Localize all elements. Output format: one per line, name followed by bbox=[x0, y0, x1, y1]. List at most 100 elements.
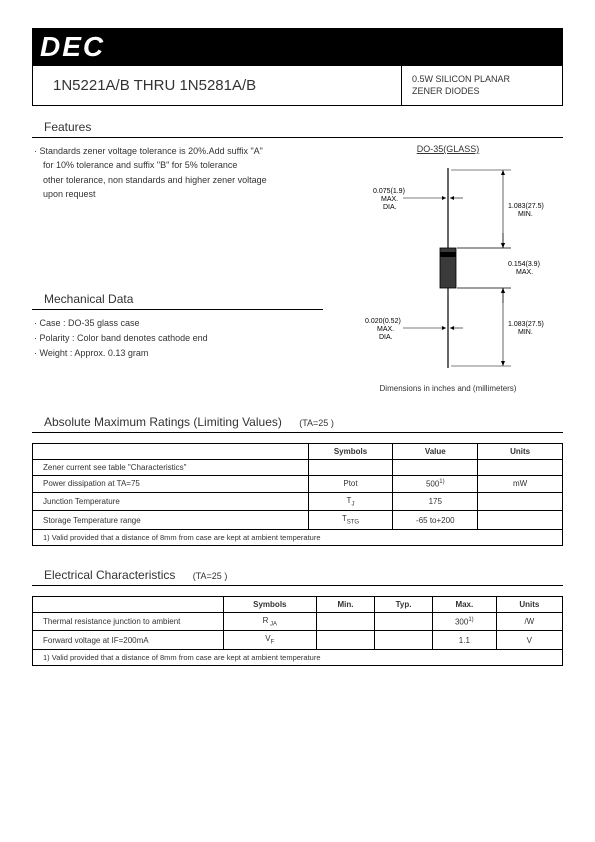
table-header-row: Symbols Min. Typ. Max. Units bbox=[33, 596, 563, 612]
col-param bbox=[33, 596, 224, 612]
dim-label: MAX. bbox=[377, 326, 394, 333]
cell-val: 500 bbox=[426, 480, 439, 489]
mech-text: Weight : Approx. 0.13 gram bbox=[40, 348, 149, 358]
footnote-cell: 1) Valid provided that a distance of 8mm… bbox=[33, 650, 563, 666]
do35-diagram: 0.075(1.9) MAX. DIA. 1.083(27.5) MIN. 0.… bbox=[343, 158, 553, 378]
dim-label: 0.075(1.9) bbox=[373, 188, 405, 195]
cell bbox=[375, 631, 433, 650]
electrical-heading: Electrical Characteristics (TA=25 ) bbox=[32, 568, 563, 585]
electrical-title-text: Electrical Characteristics bbox=[44, 568, 175, 582]
dim-label: DIA. bbox=[383, 204, 397, 211]
cell: Forward voltage at IF=200mA bbox=[33, 631, 224, 650]
cell: V bbox=[496, 631, 562, 650]
cell bbox=[393, 460, 478, 476]
package-title: DO-35(GLASS) bbox=[333, 144, 563, 154]
mech-line: Polarity : Color band denotes cathode en… bbox=[34, 331, 323, 346]
feature-line: upon request bbox=[34, 187, 322, 201]
cell: -65 to+200 bbox=[393, 511, 478, 530]
logo: DEC bbox=[40, 31, 105, 63]
ratings-title-text: Absolute Maximum Ratings (Limiting Value… bbox=[44, 415, 282, 429]
dim-label: 0.020(0.52) bbox=[365, 318, 401, 325]
table-footnote: 1) Valid provided that a distance of 8mm… bbox=[33, 650, 563, 666]
col-min: Min. bbox=[316, 596, 374, 612]
feature-text: other tolerance, non standards and highe… bbox=[43, 175, 267, 185]
feature-line: other tolerance, non standards and highe… bbox=[34, 173, 322, 187]
header-bar: DEC bbox=[32, 28, 563, 66]
features-text: Standards zener voltage tolerance is 20%… bbox=[32, 138, 322, 202]
cell bbox=[375, 612, 433, 631]
cell-sup: 1) bbox=[468, 617, 473, 623]
table-row: Junction Temperature TJ 175 bbox=[33, 492, 563, 511]
cell bbox=[316, 612, 374, 631]
table-footnote: 1) Valid provided that a distance of 8mm… bbox=[33, 529, 563, 545]
mechanical-heading: Mechanical Data bbox=[32, 292, 323, 309]
dim-label: MIN. bbox=[518, 329, 533, 336]
electrical-table: Symbols Min. Typ. Max. Units Thermal res… bbox=[32, 596, 563, 666]
footnote-cell: 1) Valid provided that a distance of 8mm… bbox=[33, 529, 563, 545]
cell: Storage Temperature range bbox=[33, 511, 309, 530]
cell-sub: JA bbox=[268, 621, 277, 627]
col-symbols: Symbols bbox=[308, 444, 393, 460]
feature-text: for 10% tolerance and suffix "B" for 5% … bbox=[43, 160, 237, 170]
cell: Thermal resistance junction to ambient bbox=[33, 612, 224, 631]
diagram-caption: Dimensions in inches and (millimeters) bbox=[333, 384, 563, 393]
table-row: Power dissipation at TA=75 Ptot 5001) mW bbox=[33, 476, 563, 493]
cell: 5001) bbox=[393, 476, 478, 493]
feature-text: upon request bbox=[43, 189, 96, 199]
dim-label: MIN. bbox=[518, 211, 533, 218]
ratings-ta: (TA=25 ) bbox=[285, 418, 334, 428]
cell: VF bbox=[223, 631, 316, 650]
table-row: Thermal resistance junction to ambient R… bbox=[33, 612, 563, 631]
col-symbols: Symbols bbox=[223, 596, 316, 612]
cell: R JA bbox=[223, 612, 316, 631]
col-typ: Typ. bbox=[375, 596, 433, 612]
cell: /W bbox=[496, 612, 562, 631]
cell-sub: F bbox=[271, 640, 275, 646]
cell: Junction Temperature bbox=[33, 492, 309, 511]
feature-text: Standards zener voltage tolerance is 20%… bbox=[40, 146, 263, 156]
col-param bbox=[33, 444, 309, 460]
cell bbox=[478, 511, 563, 530]
dim-label: DIA. bbox=[379, 334, 393, 341]
cell: 1.1 bbox=[433, 631, 497, 650]
cell-val: 300 bbox=[455, 617, 468, 626]
cell bbox=[316, 631, 374, 650]
col-units: Units bbox=[496, 596, 562, 612]
mech-line: Case : DO-35 glass case bbox=[34, 316, 323, 331]
device-description: 0.5W SILICON PLANAR ZENER DIODES bbox=[402, 66, 562, 105]
table-row: Forward voltage at IF=200mA VF 1.1 V bbox=[33, 631, 563, 650]
device-desc-line2: ZENER DIODES bbox=[412, 86, 552, 98]
cell-sub: STG bbox=[347, 520, 359, 526]
mech-text: Case : DO-35 glass case bbox=[40, 318, 140, 328]
feature-line: Standards zener voltage tolerance is 20%… bbox=[34, 144, 322, 158]
cell: TJ bbox=[308, 492, 393, 511]
left-column: Standards zener voltage tolerance is 20%… bbox=[32, 138, 323, 393]
cell bbox=[478, 460, 563, 476]
table-row: Storage Temperature range TSTG -65 to+20… bbox=[33, 511, 563, 530]
mechanical-text: Case : DO-35 glass case Polarity : Color… bbox=[32, 310, 323, 362]
package-diagram-column: DO-35(GLASS) 0.075(1.9) MAX. DIA. 1.083(… bbox=[333, 138, 563, 393]
table-header-row: Symbols Value Units bbox=[33, 444, 563, 460]
mech-text: Polarity : Color band denotes cathode en… bbox=[40, 333, 208, 343]
dim-label: MAX. bbox=[516, 269, 533, 276]
mech-line: Weight : Approx. 0.13 gram bbox=[34, 346, 323, 361]
cell bbox=[478, 492, 563, 511]
dim-label: 1.083(27.5) bbox=[508, 203, 544, 210]
cell: Ptot bbox=[308, 476, 393, 493]
feature-line: for 10% tolerance and suffix "B" for 5% … bbox=[34, 158, 322, 172]
cell: 175 bbox=[393, 492, 478, 511]
ratings-table: Symbols Value Units Zener current see ta… bbox=[32, 443, 563, 546]
electrical-ta: (TA=25 ) bbox=[179, 571, 228, 581]
table-row: Zener current see table "Characteristics… bbox=[33, 460, 563, 476]
features-heading: Features bbox=[32, 120, 563, 137]
dim-label: 0.154(3.9) bbox=[508, 261, 540, 268]
cell: Power dissipation at TA=75 bbox=[33, 476, 309, 493]
cell: mW bbox=[478, 476, 563, 493]
col-max: Max. bbox=[433, 596, 497, 612]
cell bbox=[308, 460, 393, 476]
col-value: Value bbox=[393, 444, 478, 460]
part-number-title: 1N5221A/B THRU 1N5281A/B bbox=[33, 66, 402, 105]
col-units: Units bbox=[478, 444, 563, 460]
ratings-heading: Absolute Maximum Ratings (Limiting Value… bbox=[32, 415, 563, 432]
dim-label: MAX. bbox=[381, 196, 398, 203]
